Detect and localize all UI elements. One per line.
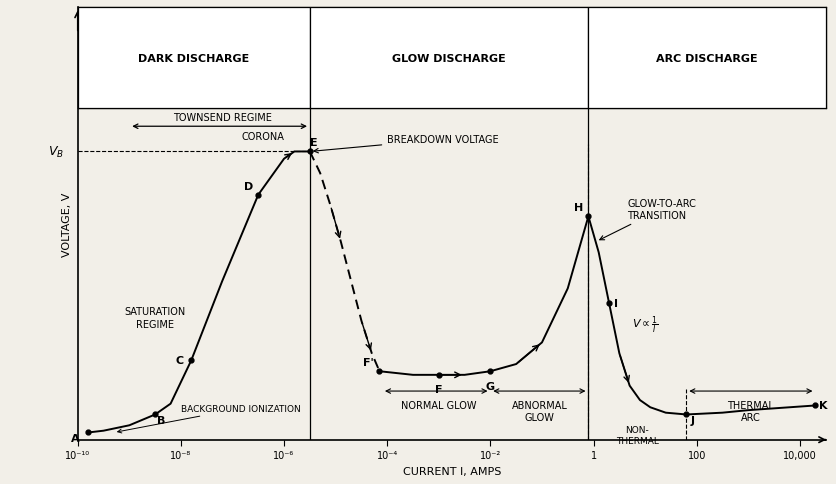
Y-axis label: VOLTAGE, V: VOLTAGE, V (62, 192, 72, 256)
Text: J: J (691, 415, 695, 425)
Text: BREAKDOWN VOLTAGE: BREAKDOWN VOLTAGE (314, 135, 499, 153)
Text: NORMAL GLOW: NORMAL GLOW (401, 400, 477, 410)
Text: G: G (486, 381, 495, 391)
Text: SATURATION
REGIME: SATURATION REGIME (125, 306, 186, 329)
FancyBboxPatch shape (589, 8, 826, 109)
Text: $V\propto\frac{1}{I}$: $V\propto\frac{1}{I}$ (632, 314, 659, 335)
Text: A: A (71, 433, 79, 443)
Text: ARC DISCHARGE: ARC DISCHARGE (656, 54, 757, 63)
Text: D: D (244, 182, 253, 191)
Text: TOWNSEND REGIME: TOWNSEND REGIME (173, 113, 272, 122)
Text: ABNORMAL
GLOW: ABNORMAL GLOW (512, 400, 568, 423)
Text: B: B (157, 415, 166, 425)
Text: GLOW-TO-ARC
TRANSITION: GLOW-TO-ARC TRANSITION (599, 198, 696, 240)
Text: K: K (818, 401, 828, 410)
Text: F: F (435, 384, 442, 394)
Text: $V_B$: $V_B$ (48, 145, 64, 160)
Text: THERMAL
ARC: THERMAL ARC (727, 400, 774, 423)
Text: NON-
THERMAL: NON- THERMAL (616, 425, 659, 445)
FancyBboxPatch shape (78, 8, 310, 109)
Text: DARK DISCHARGE: DARK DISCHARGE (138, 54, 249, 63)
Text: H: H (574, 203, 584, 213)
Text: C: C (176, 356, 184, 366)
Text: GLOW DISCHARGE: GLOW DISCHARGE (392, 54, 506, 63)
Text: CORONA: CORONA (242, 131, 284, 141)
Text: BACKGROUND IONIZATION: BACKGROUND IONIZATION (118, 404, 301, 433)
FancyBboxPatch shape (310, 8, 589, 109)
X-axis label: CURRENT I, AMPS: CURRENT I, AMPS (402, 466, 501, 476)
Text: E: E (310, 138, 318, 148)
Text: I: I (614, 298, 619, 308)
Text: F': F' (363, 358, 374, 367)
